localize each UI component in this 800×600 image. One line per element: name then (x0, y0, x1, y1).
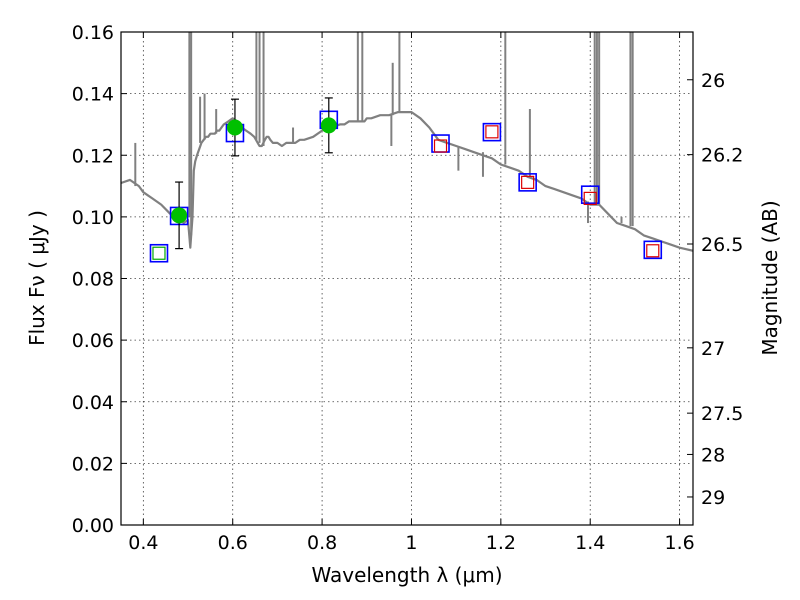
y-tick-label: 0.10 (72, 207, 114, 229)
x-tick-label: 0.8 (307, 532, 337, 554)
plot-area (121, 32, 693, 252)
x-tick-label: 1.2 (486, 532, 516, 554)
markers (149, 97, 663, 263)
y-axis-right-title: Magnitude (AB) (758, 200, 782, 355)
upper-limit-square (521, 175, 535, 189)
x-tick-label: 1.4 (575, 532, 605, 554)
right-tick-label: 26.5 (701, 234, 743, 256)
x-tick-label: 0.6 (218, 532, 248, 554)
upper-limit-square (152, 246, 166, 260)
upper-limit-square (433, 139, 448, 153)
y-tick-label: 0.08 (72, 269, 114, 291)
y-tick-label: 0.14 (72, 84, 114, 106)
upper-limit-square (646, 244, 660, 258)
right-tick-label: 29 (701, 487, 725, 509)
x-tick-label: 1.6 (664, 532, 694, 554)
model-photometry-square (518, 173, 537, 192)
detection-point (171, 207, 188, 224)
right-tick-label: 26.2 (701, 145, 743, 167)
y-axis-title: Flux Fν ( μJy ) (25, 210, 49, 346)
detection-point (320, 117, 337, 134)
right-tick-label: 28 (701, 444, 725, 466)
right-tick-label: 27 (701, 338, 725, 360)
upper-limit-square (583, 191, 597, 205)
ticks: 0.4 0.6 0.8 1 1.2 1.4 1.6 0.00 0.02 0.04 0.06 0.08 0… (72, 22, 744, 554)
x-tick-label: 0.4 (128, 532, 158, 554)
y-tick-label: 0.04 (72, 392, 114, 414)
model-photometry-square (482, 122, 502, 142)
upper-limit-square (485, 125, 499, 139)
model-photometry-square (643, 240, 663, 260)
right-tick-label: 27.5 (701, 403, 743, 425)
y-tick-label: 0.02 (72, 453, 114, 475)
model-photometry-square (149, 243, 169, 263)
x-axis-title: Wavelength λ (μm) (311, 563, 502, 587)
y-tick-label: 0.16 (72, 22, 114, 44)
right-tick-label: 26 (701, 70, 725, 92)
grid (121, 31, 693, 526)
y-tick-label: 0.06 (72, 330, 114, 352)
detection-point (226, 119, 243, 136)
x-tick-label: 1 (405, 532, 417, 554)
sed-model-line (121, 111, 693, 252)
y-tick-label: 0.12 (72, 145, 114, 167)
y-tick-label: 0.00 (72, 515, 114, 537)
model-photometry-square (580, 185, 600, 204)
